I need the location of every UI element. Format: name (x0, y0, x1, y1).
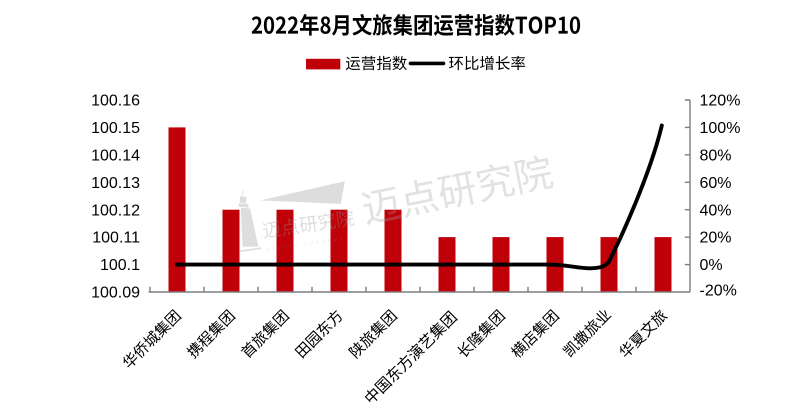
svg-text:100.15: 100.15 (91, 120, 140, 137)
svg-text:100.11: 100.11 (92, 230, 140, 247)
svg-text:80%: 80% (700, 148, 732, 165)
svg-text:0%: 0% (700, 257, 723, 274)
svg-text:100.14: 100.14 (91, 148, 140, 165)
svg-text:120%: 120% (700, 93, 741, 110)
svg-text:100%: 100% (700, 120, 741, 137)
svg-text:20%: 20% (700, 230, 732, 247)
svg-text:-20%: -20% (700, 283, 737, 300)
svg-text:60%: 60% (700, 175, 732, 192)
svg-text:40%: 40% (700, 202, 732, 219)
svg-text:100.12: 100.12 (91, 202, 140, 219)
svg-text:100.1: 100.1 (100, 257, 140, 274)
svg-text:100.09: 100.09 (91, 285, 140, 302)
svg-text:100.16: 100.16 (91, 93, 140, 110)
svg-text:100.13: 100.13 (91, 175, 140, 192)
